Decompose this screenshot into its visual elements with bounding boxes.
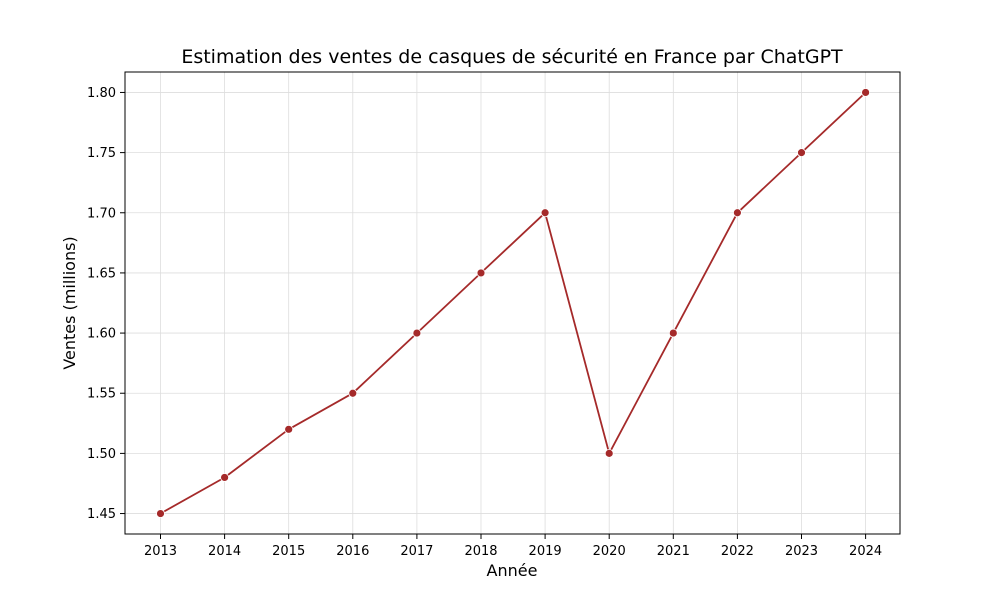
data-point [284,424,294,434]
y-tick-label: 1.50 [87,447,116,462]
x-tick-label: 2015 [272,544,305,559]
data-point [797,148,806,158]
data-point [156,509,165,518]
x-tick-label: 2017 [400,544,433,559]
x-tick-label: 2016 [336,544,369,559]
y-tick-label: 1.70 [87,206,116,221]
data-point [348,388,358,398]
y-tick-label: 1.45 [87,507,116,522]
y-tick-label: 1.65 [87,266,116,281]
data-point [540,208,550,218]
x-tick-label: 2014 [208,544,241,559]
data-point [668,328,678,338]
x-tick-label: 2023 [785,544,818,559]
series-line [160,91,867,515]
y-tick-label: 1.60 [87,327,116,342]
x-tick-label: 2020 [593,544,626,559]
chart-title: Estimation des ventes de casques de sécu… [181,46,843,68]
x-tick-label: 2021 [657,544,690,559]
y-tick-label: 1.75 [87,146,116,161]
y-tick-label: 1.55 [87,387,116,402]
x-tick-label: 2022 [721,544,754,559]
series-layer [156,88,870,518]
x-axis: 2013 2014 2015 2016 2017 2018 2019 2020 2021 2022… [144,534,882,559]
x-axis-title: Année [487,561,538,580]
plot-frame [124,71,901,535]
y-axis-title: Ventes (millions) [60,236,79,369]
data-point [861,88,870,97]
y-axis: 1.45 1.50 1.55 1.60 1.65 1.70 1.75 1.80 [87,86,125,522]
data-point [604,448,614,458]
data-point [733,208,742,218]
x-tick-label: 2018 [464,544,497,559]
x-tick-label: 2024 [849,544,882,559]
data-point [220,473,230,482]
x-tick-label: 2013 [144,544,177,559]
y-tick-label: 1.80 [87,86,116,101]
data-point [476,268,486,278]
x-tick-label: 2019 [529,544,562,559]
data-point [412,328,422,338]
